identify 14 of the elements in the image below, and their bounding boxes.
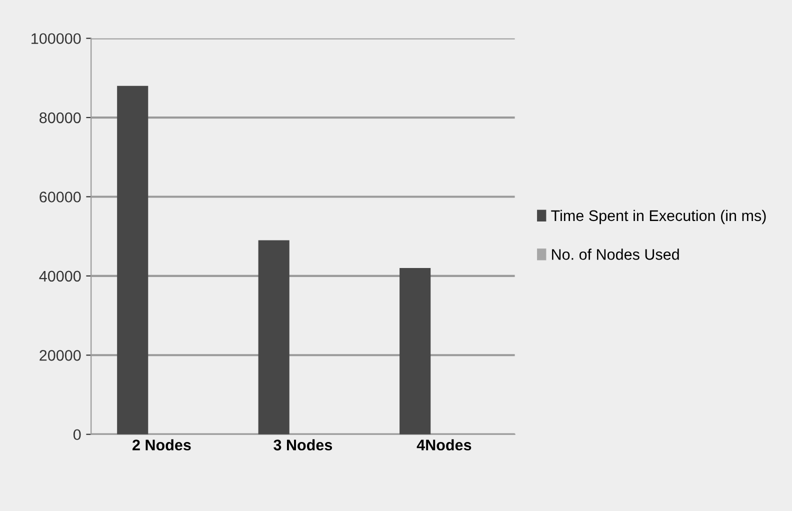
x-tick-label: 4Nodes	[416, 439, 472, 450]
y-tick-label: 60000	[40, 192, 81, 202]
y-tick-label: 0	[73, 429, 81, 440]
bar	[117, 86, 148, 434]
y-tick-label: 40000	[39, 270, 81, 282]
bar	[258, 240, 290, 434]
x-tick-label: 3 Nodes	[274, 439, 332, 450]
y-tick-label: 20000	[40, 350, 81, 361]
legend-label: Time Spent in Execution (in ms)	[551, 210, 766, 224]
legend-label: No. of Nodes Used	[552, 248, 679, 260]
x-tick-label: 2 Nodes	[132, 439, 191, 450]
y-tick-label: 80000	[40, 112, 81, 124]
y-tick-label: 100000	[32, 33, 81, 44]
bar	[400, 268, 431, 434]
